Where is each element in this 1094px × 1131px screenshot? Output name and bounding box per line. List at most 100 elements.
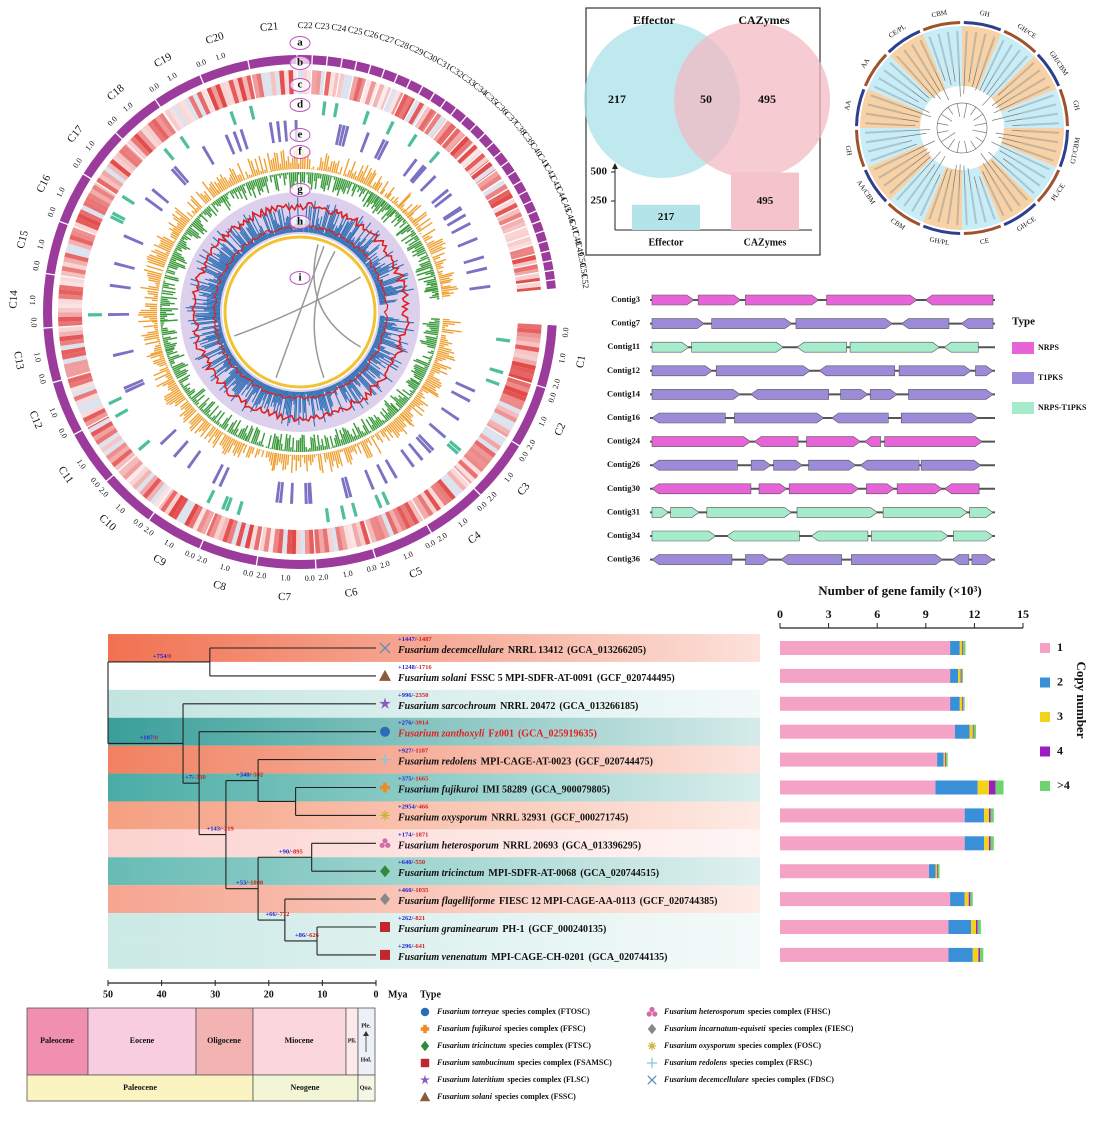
track-texture — [491, 197, 514, 209]
gain-label: +927/ — [398, 748, 413, 755]
track-texture — [411, 245, 424, 254]
bar-segment — [960, 668, 962, 683]
bar-segment — [950, 892, 965, 907]
track-texture — [355, 368, 359, 373]
track-texture — [59, 334, 84, 342]
loss-label: -1487 — [417, 636, 433, 643]
track-texture — [151, 188, 170, 204]
track-texture — [232, 370, 247, 386]
track-texture — [356, 367, 383, 393]
track-texture — [233, 439, 238, 446]
track-texture — [340, 74, 350, 99]
track-texture — [179, 405, 193, 417]
track-texture — [489, 367, 504, 375]
legend-complex: species complex (FOSC) — [738, 1041, 821, 1050]
track-texture — [192, 507, 207, 531]
track-texture — [172, 497, 189, 520]
tree-branch — [937, 130, 949, 134]
track-texture — [358, 365, 379, 385]
track-texture — [70, 230, 95, 243]
loss-label: -772 — [277, 912, 289, 919]
track-texture — [195, 321, 221, 326]
track-texture — [186, 388, 196, 396]
track-texture — [275, 389, 283, 415]
row-band — [108, 913, 760, 941]
track-texture — [379, 430, 386, 438]
track-label: i — [298, 272, 301, 284]
gain-loss-label: +754/0 — [153, 653, 172, 660]
track-texture — [57, 307, 83, 313]
karyotype-arc — [74, 430, 113, 481]
track-texture — [245, 445, 251, 458]
leaf-label-mark — [865, 122, 901, 126]
track-texture — [439, 342, 449, 346]
track-texture — [202, 333, 224, 341]
track-texture — [232, 78, 244, 103]
legend-complex: species complex (FSAMSC) — [518, 1058, 613, 1067]
scale-label: 0.0 — [89, 476, 102, 489]
track-texture — [228, 79, 240, 104]
karyotype-arc — [430, 93, 446, 108]
track-texture — [163, 147, 175, 161]
track-texture — [196, 207, 200, 212]
track-texture — [317, 216, 323, 235]
contig-label: C2 — [552, 421, 568, 438]
track-texture — [186, 211, 194, 218]
leaf-label-mark — [1023, 122, 1059, 126]
track-texture — [96, 177, 119, 195]
track-texture — [504, 384, 529, 398]
track-texture — [317, 173, 320, 179]
track-texture — [362, 167, 373, 185]
track-texture — [441, 287, 459, 292]
track-texture — [380, 188, 386, 195]
track-texture — [233, 428, 239, 437]
track-texture — [244, 524, 255, 549]
leaf-label-mark — [981, 186, 996, 220]
track-texture — [333, 384, 337, 390]
track-texture — [376, 182, 383, 192]
track-texture — [160, 296, 177, 300]
track-texture — [405, 407, 411, 412]
track-texture — [304, 391, 307, 419]
track-texture — [358, 249, 367, 258]
track-texture — [358, 442, 361, 445]
track-texture — [318, 157, 323, 171]
track-texture — [208, 278, 225, 286]
bar — [731, 172, 799, 230]
karyotype-arc — [451, 108, 466, 123]
track-texture — [220, 417, 229, 429]
gene-arrow — [651, 294, 695, 306]
track-texture — [362, 259, 367, 263]
track-texture — [360, 244, 381, 261]
track-texture — [372, 345, 391, 356]
track-texture — [194, 303, 221, 307]
track-texture — [84, 411, 109, 427]
tree-branch — [963, 66, 966, 95]
track-texture — [311, 390, 315, 400]
track-texture — [311, 206, 317, 233]
x-tick-label: 0 — [374, 989, 379, 1000]
track-texture — [245, 220, 260, 244]
strain: MPI-CAGE-AT-0023 — [481, 757, 572, 768]
track-texture — [260, 170, 263, 175]
track-texture — [184, 403, 192, 410]
track-texture — [222, 365, 242, 384]
track-texture — [108, 396, 123, 406]
track-texture — [200, 89, 215, 114]
track-texture — [250, 426, 258, 444]
tree-branch — [900, 132, 927, 138]
track-texture — [413, 365, 427, 373]
track-texture — [382, 427, 387, 433]
track-texture — [189, 415, 203, 430]
track-texture — [218, 343, 227, 348]
track-texture — [167, 354, 180, 360]
track-texture — [430, 368, 440, 375]
track-texture — [314, 390, 319, 411]
gene-arrow — [924, 294, 994, 306]
track-texture — [273, 435, 278, 450]
track-texture — [90, 421, 114, 438]
accession: (GCF_020744385) — [640, 896, 718, 907]
track-texture — [364, 358, 368, 362]
track-texture — [377, 286, 393, 292]
track-texture — [394, 211, 399, 215]
